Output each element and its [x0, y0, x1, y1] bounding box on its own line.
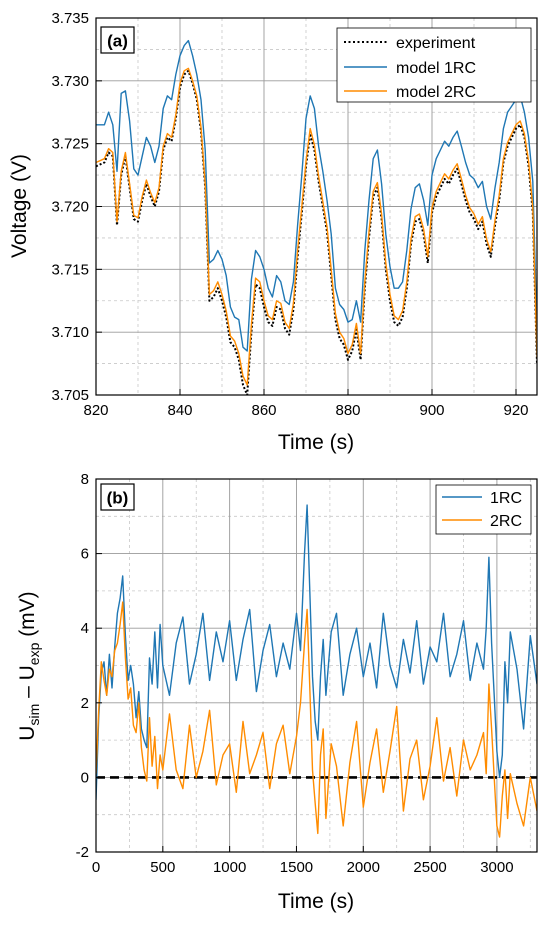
panel-b-y-axis-title: Usim – Uexp (mV) — [16, 591, 42, 740]
y-tick-label: 3.710 — [51, 324, 89, 341]
x-tick-label: 860 — [251, 402, 276, 419]
legend-1rc-label: 1RC — [490, 490, 522, 507]
x-tick-label: 2000 — [347, 859, 380, 876]
panel-a-legend: experiment model 1RC model 2RC — [336, 27, 532, 103]
x-tick-label: 840 — [167, 402, 192, 419]
y-tick-label: 3.705 — [51, 387, 89, 404]
panel-b-x-axis-title: Time (s) — [278, 890, 354, 913]
legend-experiment-label: experiment — [396, 35, 476, 52]
panel-a-x-axis-title: Time (s) — [278, 431, 354, 454]
x-tick-label: 0 — [92, 859, 100, 876]
panel-a-plot-area — [96, 39, 537, 395]
x-tick-label: 820 — [83, 402, 108, 419]
x-tick-label: 500 — [150, 859, 175, 876]
series-line-model-1rc — [96, 39, 537, 352]
legend-2rc-label: 2RC — [490, 513, 522, 530]
panel-b-grid — [96, 479, 537, 852]
x-tick-label: 920 — [503, 402, 528, 419]
panel-a-ticks: 820 840 860 880 900 920 3.705 3.710 3.715 3.720 3.… — [51, 10, 528, 419]
panel-a: 820 840 860 880 900 920 3.705 3.710 3.715 3.720 3.… — [8, 10, 538, 454]
panel-a-label: (a) — [107, 32, 128, 51]
y-tick-label: 0 — [81, 769, 89, 786]
panel-a-y-axis-title: Voltage (V) — [8, 154, 31, 258]
series-line-1rc — [96, 504, 537, 800]
y-tick-label: 3.715 — [51, 261, 89, 278]
series-line-model-2rc — [96, 67, 537, 386]
y-tick-label: 2 — [81, 695, 89, 712]
x-tick-label: 880 — [335, 402, 360, 419]
legend-model-2rc-label: model 2RC — [396, 84, 476, 101]
y-tick-label: 8 — [81, 471, 89, 488]
series-line-2rc — [96, 601, 537, 838]
panel-b-legend: 1RC 2RC — [435, 484, 532, 535]
y-tick-label: 6 — [81, 546, 89, 563]
legend-model-1rc-label: model 1RC — [396, 60, 476, 77]
y-tick-label: 3.725 — [51, 136, 89, 153]
panel-b-frame — [95, 478, 538, 853]
x-tick-label: 1000 — [213, 859, 246, 876]
panel-b-label: (b) — [107, 489, 129, 508]
x-tick-label: 3000 — [480, 859, 513, 876]
y-tick-label: 3.730 — [51, 73, 89, 90]
panel-b-plot-area — [96, 504, 537, 838]
y-tick-label: 3.735 — [51, 10, 89, 27]
panel-b-label-box: (b) — [100, 483, 135, 511]
panel-a-label-box: (a) — [100, 26, 135, 54]
y-tick-label: 4 — [81, 620, 89, 637]
x-tick-label: 900 — [419, 402, 444, 419]
y-tick-label: 3.720 — [51, 199, 89, 216]
x-tick-label: 1500 — [280, 859, 313, 876]
x-tick-label: 2500 — [413, 859, 446, 876]
y-tick-label: -2 — [76, 844, 89, 861]
